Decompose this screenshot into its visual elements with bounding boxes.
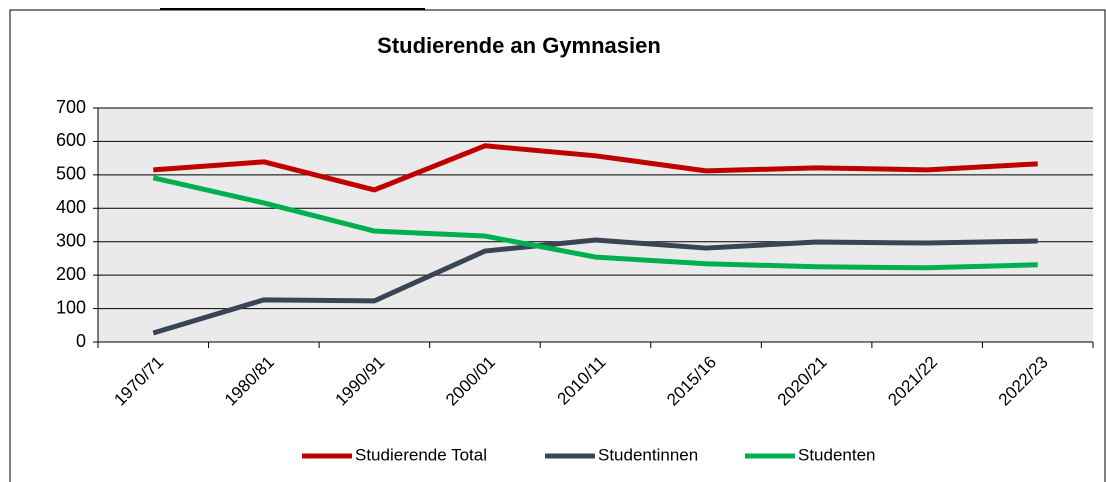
chart-title: Studierende an Gymnasien: [377, 33, 661, 58]
series-line: [152, 237, 1038, 336]
y-tick-label: 0: [76, 331, 86, 351]
legend-label: Studierende Total: [355, 445, 487, 464]
y-tick-label: 200: [56, 264, 86, 284]
y-tick-label: 100: [56, 297, 86, 317]
series-line: [152, 175, 1038, 271]
legend-label: Studentinnen: [598, 445, 698, 464]
y-tick-label: 400: [56, 197, 86, 217]
plot-area: [98, 108, 1093, 342]
y-tick-label: 700: [56, 97, 86, 117]
legend-label: Studenten: [798, 445, 876, 464]
y-tick-label: 300: [56, 230, 86, 250]
y-tick-label: 500: [56, 164, 86, 184]
y-tick-label: 600: [56, 130, 86, 150]
series-line: [153, 143, 1038, 193]
